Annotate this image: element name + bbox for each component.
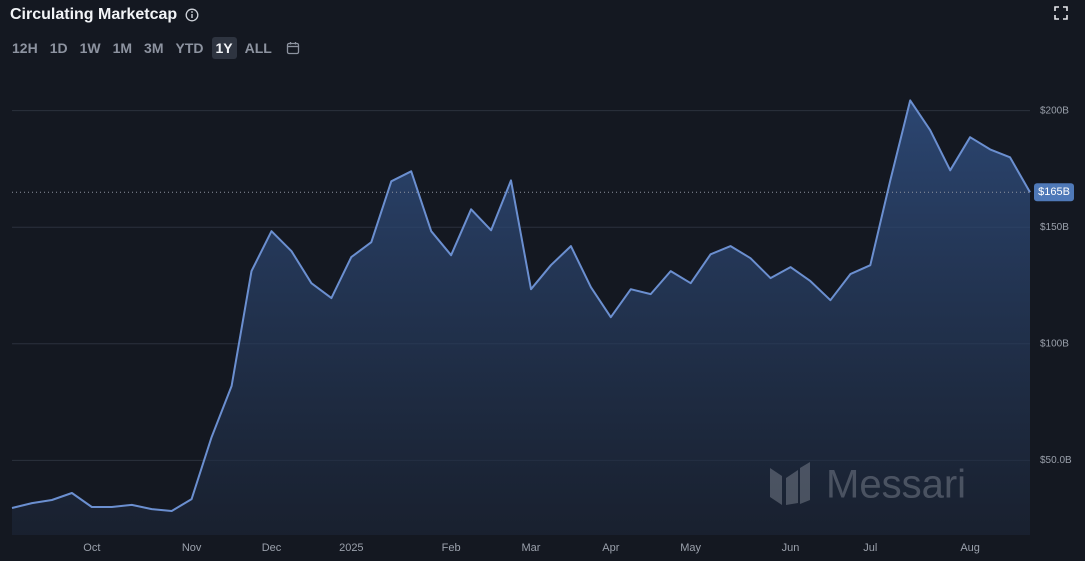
x-tick-label: Jun (782, 542, 800, 554)
range-button[interactable]: 1Y (211, 37, 237, 59)
range-button[interactable]: YTD (175, 40, 204, 56)
range-button[interactable]: 3M (144, 40, 164, 56)
x-tick-label: Nov (182, 542, 202, 554)
range-selector: 12H 1D 1W 1M 3M YTD 1Y ALL (8, 37, 300, 59)
watermark: Messari (770, 462, 966, 507)
calendar-icon[interactable] (286, 41, 300, 55)
header: Circulating Marketcap (10, 4, 199, 26)
current-value-badge (1034, 183, 1074, 202)
x-tick-label: Aug (960, 542, 980, 554)
x-tick-label: May (680, 542, 701, 554)
area (12, 100, 1030, 536)
x-tick-label: Mar (522, 542, 541, 554)
x-tick-label: Jul (863, 542, 877, 554)
info-icon[interactable] (185, 8, 199, 22)
line (11, 99, 1031, 512)
range-button[interactable]: 1M (112, 40, 133, 56)
watermark-text: Messari (826, 463, 966, 507)
range-button[interactable]: 12H (12, 40, 38, 56)
range-button[interactable]: 1D (49, 40, 68, 56)
current-value-label: $165B (1038, 186, 1070, 198)
y-tick-label: $50.0B (1040, 455, 1072, 466)
x-tick-label: 2025 (339, 542, 363, 554)
chart-title: Circulating Marketcap (10, 6, 178, 23)
x-tick-label: Dec (262, 542, 282, 554)
x-tick-label: Feb (442, 542, 461, 554)
y-tick-label: $100B (1040, 338, 1069, 349)
range-button[interactable]: 1W (79, 40, 101, 56)
y-tick-label: $150B (1040, 222, 1069, 233)
range-button[interactable]: ALL (244, 40, 272, 56)
x-tick-label: Apr (602, 542, 619, 554)
expand-icon[interactable] (1054, 6, 1068, 20)
x-tick-label: Oct (83, 542, 100, 554)
y-tick-label: $200B (1040, 105, 1069, 116)
